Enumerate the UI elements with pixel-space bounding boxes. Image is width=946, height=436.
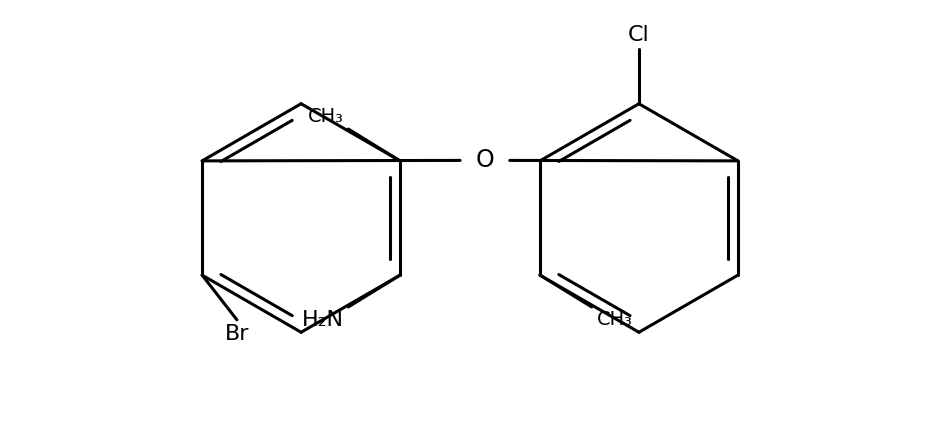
- Text: CH₃: CH₃: [597, 310, 633, 329]
- Text: H₂N: H₂N: [302, 310, 343, 330]
- Text: Br: Br: [224, 324, 249, 344]
- Text: Cl: Cl: [628, 25, 650, 45]
- Text: O: O: [476, 148, 495, 172]
- Text: CH₃: CH₃: [307, 107, 343, 126]
